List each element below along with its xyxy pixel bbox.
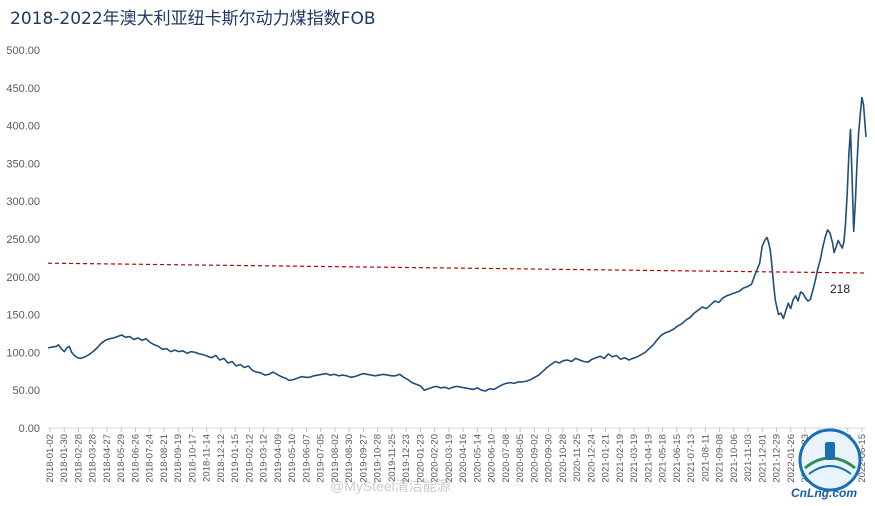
x-tick-label: 2020-07-08 <box>501 434 512 483</box>
x-tick-label: 2021-02-19 <box>615 434 626 483</box>
series-group <box>47 96 867 392</box>
x-tick-label: 2018-07-24 <box>145 434 156 483</box>
x-tick-label: 2019-03-12 <box>259 434 270 483</box>
x-tick-label: 2019-07-05 <box>316 434 327 483</box>
x-tick-label: 2022-01-26 <box>786 434 797 483</box>
x-tick-label: 2021-06-15 <box>672 434 683 483</box>
x-tick-label: 2022-06-15 <box>857 434 868 483</box>
x-tick-label: 2019-08-30 <box>344 434 355 483</box>
x-tick-label: 2020-11-25 <box>572 434 583 482</box>
x-tick-label: 2020-04-16 <box>458 434 469 483</box>
x-tick-label: 2021-03-19 <box>629 434 640 483</box>
x-tick-label: 2021-12-01 <box>757 434 768 483</box>
x-tick-label: 2020-09-30 <box>544 434 555 483</box>
logo-text: CnLng.com <box>791 486 857 500</box>
y-axis: 0.00 50.00 100.00 150.00 200.00 250.00 300.00 3… <box>6 45 40 435</box>
x-tick-label: 2018-06-26 <box>130 434 141 483</box>
x-tick-label: 2020-08-05 <box>515 434 526 483</box>
x-tick-label: 2020-05-14 <box>472 434 483 483</box>
x-tick-label: 2018-12-12 <box>216 434 227 483</box>
x-axis: 2018-01-02 2018-01-30 2018-02-28 2018-03-28… <box>45 427 868 483</box>
x-tick-label: 2021-04-19 <box>643 434 654 483</box>
x-tick-label: 2019-08-02 <box>330 434 341 483</box>
x-tick-label: 2018-05-29 <box>116 434 127 483</box>
x-tick-label: 2018-03-28 <box>88 434 99 483</box>
x-tick-label: 2018-10-17 <box>187 434 198 483</box>
x-tick-label: 2018-04-27 <box>102 434 113 483</box>
cnlng-logo <box>798 428 862 492</box>
x-tick-label: 2018-02-28 <box>73 434 84 483</box>
x-tick-label: 2020-12-24 <box>586 434 597 483</box>
x-tick-label: 2021-07-13 <box>686 434 697 483</box>
x-tick-label: 2019-12-23 <box>401 434 412 483</box>
x-tick-label: 2019-05-10 <box>287 434 298 483</box>
y-tick-label: 250.00 <box>6 234 40 246</box>
chart-title: 2018-2022年澳大利亚纽卡斯尔动力煤指数FOB <box>10 9 376 29</box>
x-tick-label: 2021-12-29 <box>772 434 783 483</box>
y-tick-label: 450.00 <box>6 83 40 95</box>
reference-line-group: 218 <box>47 262 867 296</box>
x-tick-label: 2021-08-11 <box>700 434 711 482</box>
x-tick-label: 2020-03-19 <box>444 434 455 483</box>
x-tick-label: 2021-01-21 <box>601 434 612 483</box>
x-tick-label: 2020-10-28 <box>558 434 569 483</box>
watermark-text: @MySteel清洁能源 <box>330 478 451 494</box>
reference-line <box>47 262 867 274</box>
x-tick-label: 2020-01-23 <box>415 434 426 483</box>
x-tick-label: 2019-10-28 <box>373 434 384 483</box>
y-tick-label: 500.00 <box>6 45 40 57</box>
y-tick-label: 0.00 <box>19 423 40 435</box>
x-tick-label: 2019-06-07 <box>301 434 312 483</box>
y-tick-label: 400.00 <box>6 121 40 133</box>
x-tick-label: 2020-06-10 <box>487 434 498 483</box>
y-tick-label: 350.00 <box>6 158 40 170</box>
x-tick-label: 2021-10-06 <box>729 434 740 483</box>
x-tick-label: 2019-04-09 <box>273 434 284 483</box>
x-tick-label: 2019-11-25 <box>387 434 398 482</box>
y-tick-label: 300.00 <box>6 196 40 208</box>
x-tick-label: 2021-05-18 <box>658 434 669 483</box>
series-line <box>47 96 867 392</box>
x-tick-label: 2019-09-27 <box>358 434 369 483</box>
x-tick-label: 2020-02-20 <box>430 434 441 483</box>
x-tick-label: 2019-02-12 <box>244 434 255 483</box>
x-tick-label: 2018-08-21 <box>159 434 170 483</box>
y-tick-label: 200.00 <box>6 272 40 284</box>
x-tick-label: 2020-09-02 <box>529 434 540 483</box>
x-tick-label: 2021-11-03 <box>743 434 754 482</box>
y-tick-label: 50.00 <box>12 385 40 397</box>
x-tick-label: 2018-11-14 <box>202 434 213 482</box>
x-tick-label: 2019-01-15 <box>230 434 241 483</box>
x-tick-label: 2018-09-19 <box>173 434 184 483</box>
x-tick-label: 2018-01-02 <box>45 434 56 483</box>
y-tick-label: 100.00 <box>6 347 40 359</box>
reference-line-label: 218 <box>830 282 850 296</box>
x-tick-label: 2018-01-30 <box>59 434 70 483</box>
x-tick-label: 2021-09-08 <box>715 434 726 483</box>
y-tick-label: 150.00 <box>6 310 40 322</box>
